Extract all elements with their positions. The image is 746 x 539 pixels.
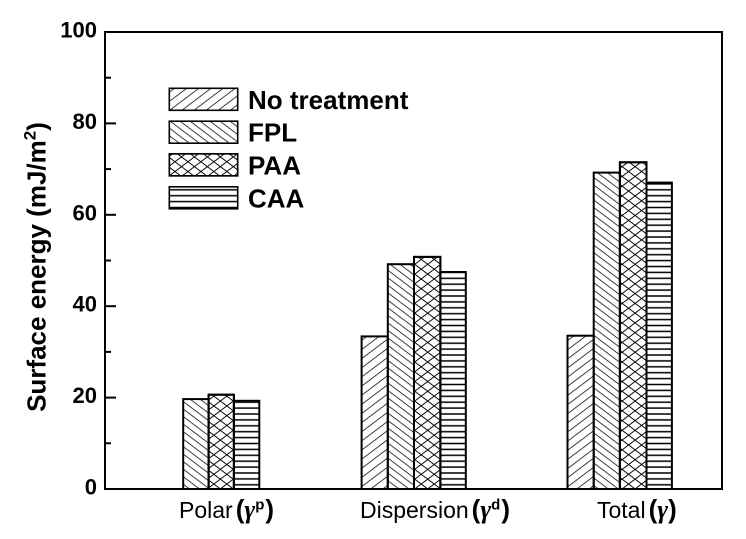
svg-text:60: 60: [73, 200, 97, 225]
svg-text:CAA: CAA: [248, 183, 305, 213]
svg-text:FPL: FPL: [248, 118, 297, 148]
svg-text:100: 100: [60, 18, 97, 43]
svg-text:Polar(γp): Polar (γp): [179, 494, 274, 524]
svg-text:0: 0: [85, 475, 97, 500]
svg-text:Dispersion(γd): Dispersion (γd): [360, 494, 510, 524]
svg-text:Surface energy (mJ/m2): Surface energy (mJ/m2): [21, 122, 52, 412]
svg-text:80: 80: [73, 109, 97, 134]
svg-text:PAA: PAA: [248, 150, 301, 180]
svg-text:40: 40: [73, 292, 97, 317]
svg-text:No treatment: No treatment: [248, 85, 409, 115]
svg-text:Total(γ): Total (γ): [597, 494, 677, 524]
svg-text:20: 20: [73, 383, 97, 408]
